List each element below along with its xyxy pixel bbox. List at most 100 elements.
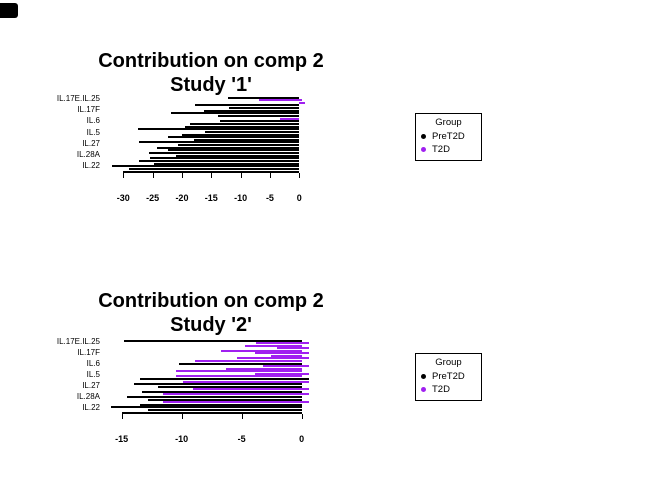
- x-tick-label: -20: [175, 193, 189, 203]
- loading-bar-pret2d: [181, 133, 300, 136]
- x-axis-tick: [152, 172, 154, 178]
- x-axis-tick: [301, 413, 303, 419]
- x-tick-label: -15: [204, 193, 218, 203]
- loading-bar-pret2d: [148, 152, 300, 154]
- x-axis-tick: [123, 172, 125, 178]
- loading-bar-pret2d: [153, 162, 300, 165]
- loading-bar-pret2d: [218, 115, 300, 117]
- t2d-dot-icon: [421, 387, 426, 392]
- loading-bar-t2d: [263, 365, 309, 368]
- legend-label-t2d: T2D: [432, 144, 450, 155]
- y-axis-label: IL.28A: [76, 149, 100, 159]
- loading-bar-t2d: [175, 375, 302, 378]
- pret2d-dot-icon: [421, 134, 426, 139]
- loading-bar-pret2d: [195, 104, 300, 107]
- legend-title: Group: [435, 357, 462, 368]
- loading-bar-pret2d: [193, 138, 300, 141]
- y-axis-label: IL.22: [82, 160, 100, 170]
- x-axis-tick: [211, 172, 213, 178]
- loading-bar-t2d: [256, 342, 309, 345]
- y-axis-label: IL.22: [82, 403, 100, 413]
- loading-bar-pret2d: [156, 146, 300, 149]
- loading-bar-pret2d: [171, 112, 300, 115]
- loading-bar-t2d: [299, 101, 305, 104]
- loading-bar-pret2d: [137, 128, 300, 131]
- loading-bar-pret2d: [185, 125, 300, 128]
- loading-bar-t2d: [254, 372, 309, 375]
- x-tick-label: -10: [234, 193, 248, 203]
- loading-bar-pret2d: [133, 383, 302, 386]
- loading-bar-pret2d: [139, 403, 302, 406]
- legend-label-t2d: T2D: [432, 384, 450, 395]
- loading-bar-t2d: [236, 357, 309, 360]
- loading-bar-t2d: [194, 360, 302, 363]
- x-axis-line: [123, 170, 300, 173]
- loading-bar-pret2d: [220, 120, 300, 123]
- loading-bar-t2d: [254, 352, 309, 355]
- chart1-subtitle: Study '1': [170, 74, 252, 96]
- legend-item-pret2d: PreT2D: [421, 131, 481, 142]
- legend-item-t2d: T2D: [421, 384, 481, 395]
- loading-bar-pret2d: [139, 378, 309, 381]
- x-tick-label: 0: [299, 434, 305, 444]
- y-axis-label: IL.28A: [76, 392, 100, 402]
- legend-label-pret2d: PreT2D: [432, 371, 465, 382]
- x-tick-label: -15: [115, 434, 129, 444]
- x-axis-tick: [299, 172, 301, 178]
- x-axis-tick: [241, 413, 243, 419]
- loading-bar-t2d: [162, 393, 309, 396]
- loading-bar-pret2d: [112, 165, 300, 168]
- x-axis-tick: [181, 172, 183, 178]
- x-tick-label: 0: [296, 193, 302, 203]
- legend-label-pret2d: PreT2D: [432, 131, 465, 142]
- legend-chart1: Group PreT2D T2D: [415, 113, 482, 161]
- loading-bar-t2d: [162, 401, 309, 404]
- loading-bar-t2d: [182, 380, 309, 383]
- legend-chart2: Group PreT2D T2D: [415, 353, 482, 401]
- chart2-subtitle: Study '2': [170, 314, 252, 336]
- loading-bar-pret2d: [168, 149, 300, 152]
- loading-bar-t2d: [245, 344, 302, 347]
- x-axis-line: [121, 411, 302, 414]
- y-axis-label: IL.17F: [77, 105, 100, 115]
- loading-bar-t2d: [175, 370, 302, 373]
- window-corner-artifact: [0, 3, 18, 18]
- x-tick-label: -5: [237, 434, 246, 444]
- y-axis-label: IL.27: [82, 138, 100, 148]
- y-axis-label: IL.6: [86, 116, 100, 126]
- x-axis-tick: [121, 413, 123, 419]
- loading-bar-pret2d: [126, 396, 302, 399]
- loading-bar-pret2d: [178, 144, 300, 147]
- loading-bar-pret2d: [175, 154, 300, 157]
- y-axis-label: IL.17E.IL.25: [56, 336, 100, 346]
- chart2-title: Contribution on comp 2: [98, 290, 324, 312]
- loading-bar-pret2d: [110, 406, 302, 409]
- legend-title: Group: [435, 117, 462, 128]
- loading-bar-pret2d: [148, 398, 302, 401]
- legend-item-t2d: T2D: [421, 144, 481, 155]
- loading-bar-pret2d: [150, 157, 300, 160]
- x-axis-tick: [181, 413, 183, 419]
- legend-item-pret2d: PreT2D: [421, 371, 481, 382]
- t2d-dot-icon: [421, 147, 426, 152]
- y-axis-label: IL.5: [86, 370, 100, 380]
- loading-bar-pret2d: [227, 96, 300, 99]
- pret2d-dot-icon: [421, 374, 426, 379]
- loading-bar-pret2d: [128, 167, 300, 170]
- y-axis-label: IL.6: [86, 359, 100, 368]
- y-axis-label: IL.17F: [77, 347, 100, 357]
- loading-bar-pret2d: [228, 107, 300, 110]
- x-axis-tick: [240, 172, 242, 178]
- y-axis-label: IL.27: [82, 381, 100, 391]
- loading-bar-pret2d: [124, 339, 302, 342]
- loading-bar-t2d: [226, 367, 302, 370]
- loading-bar-t2d: [279, 117, 300, 120]
- loading-bar-t2d: [270, 354, 302, 357]
- loading-bar-pret2d: [138, 159, 300, 162]
- loading-bar-pret2d: [142, 390, 302, 393]
- x-axis-tick: [269, 172, 271, 178]
- loading-bar-pret2d: [157, 385, 302, 388]
- x-tick-label: -30: [116, 193, 130, 203]
- loading-bar-pret2d: [190, 122, 300, 125]
